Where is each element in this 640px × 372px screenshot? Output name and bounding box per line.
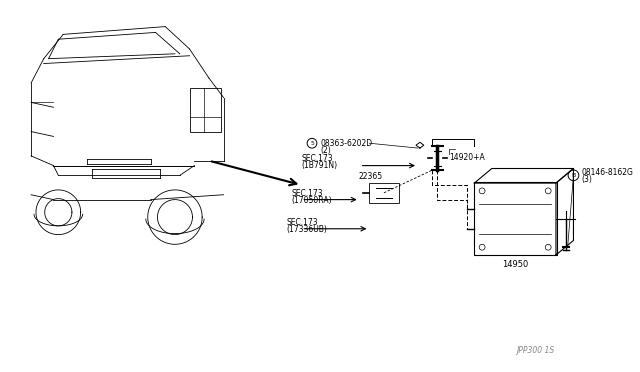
Text: 14950: 14950 [502, 260, 528, 269]
Text: B: B [572, 173, 575, 178]
Text: 14920+A: 14920+A [449, 153, 485, 162]
Text: JPP300 1S: JPP300 1S [516, 346, 554, 355]
Text: (3): (3) [581, 175, 592, 184]
Text: (2): (2) [321, 145, 332, 154]
Text: 22365: 22365 [358, 172, 382, 181]
Text: 5: 5 [310, 141, 314, 146]
Text: 08363-6202D: 08363-6202D [321, 139, 373, 148]
Text: (17050RA): (17050RA) [292, 196, 332, 205]
Text: SEC.173: SEC.173 [292, 189, 323, 198]
Text: SEC.173: SEC.173 [301, 154, 333, 163]
Text: (1B791N): (1B791N) [301, 161, 337, 170]
Text: (17336UB): (17336UB) [287, 225, 328, 234]
Text: SEC.173: SEC.173 [287, 218, 318, 227]
Text: 08146-8162G: 08146-8162G [581, 168, 633, 177]
